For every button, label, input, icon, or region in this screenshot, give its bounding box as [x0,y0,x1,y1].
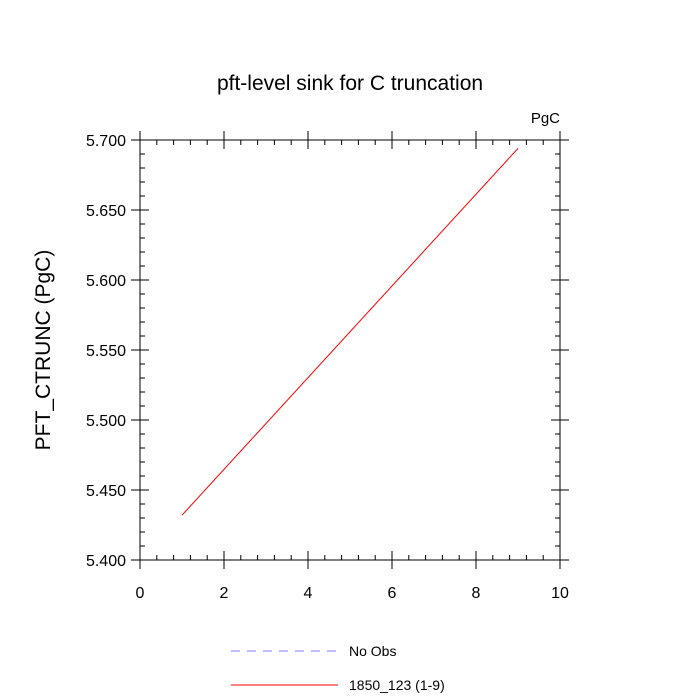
y-tick-label: 5.450 [86,483,126,500]
units-label: PgC [531,110,560,127]
x-tick-label: 10 [551,585,569,602]
x-tick-label: 6 [388,585,397,602]
y-axis-label: PFT_CTRUNC (PgC) [32,250,55,451]
legend-label: No Obs [349,643,396,659]
y-tick-label: 5.550 [86,343,126,360]
chart-title: pft-level sink for C truncation [217,72,483,95]
y-tick-label: 5.500 [86,413,126,430]
y-tick-label: 5.700 [86,133,126,150]
legend-label: 1850_123 (1-9) [349,677,445,693]
y-axis-ticks: 5.400 5.450 5.500 5.550 5.600 5.650 5.700 [86,133,569,570]
plot-frame [139,139,561,561]
x-tick-label: 2 [220,585,229,602]
y-tick-label: 5.400 [86,553,126,570]
series-layer [181,148,519,516]
x-tick-label: 0 [136,585,145,602]
x-axis-ticks: 0 2 4 6 8 10 [136,131,569,602]
legend: No Obs 1850_123 (1-9) [231,643,445,693]
series-line [181,148,519,516]
x-tick-label: 4 [304,585,313,602]
y-tick-label: 5.650 [86,203,126,220]
y-tick-label: 5.600 [86,273,126,290]
x-tick-label: 8 [472,585,481,602]
